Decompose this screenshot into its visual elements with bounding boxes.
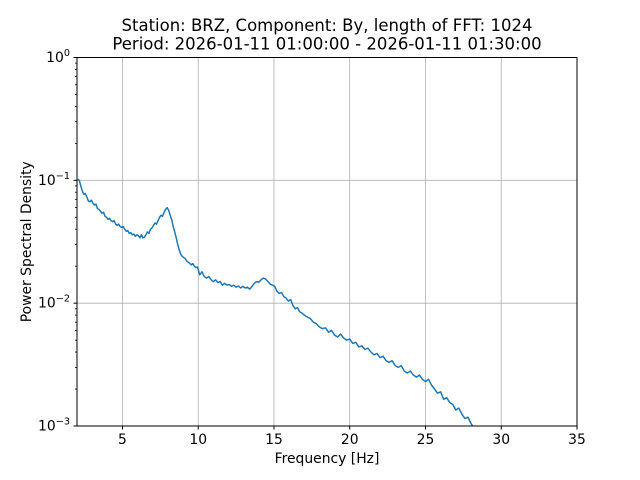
data-layer [77, 178, 474, 426]
x-tick-label: 20 [341, 432, 359, 448]
axis-layer: 5 10 15 20 25 30 35 100 10−1 10−2 10−3 [38, 48, 586, 448]
chart-subtitle: Period: 2026-01-11 01:00:00 - 2026-01-11… [112, 35, 541, 54]
y-tick-label: 10−3 [38, 417, 70, 435]
x-tick-label: 25 [417, 432, 435, 448]
chart-title: Station: BRZ, Component: By, length of F… [122, 16, 533, 35]
x-tick-label: 5 [118, 432, 127, 448]
plot-border [76, 57, 578, 427]
x-tick-label: 30 [492, 432, 510, 448]
grid-layer [77, 57, 578, 427]
x-tick-label: 15 [265, 432, 283, 448]
y-tick-label: 10−1 [38, 171, 70, 189]
y-tick-label: 10−2 [38, 294, 70, 312]
x-axis-label: Frequency [Hz] [275, 451, 380, 467]
y-axis-label: Power Spectral Density [19, 161, 35, 322]
x-tick-label: 35 [568, 432, 586, 448]
y-tick-label: 100 [46, 48, 70, 66]
psd-data-line [77, 178, 474, 426]
x-tick-label: 10 [189, 432, 207, 448]
